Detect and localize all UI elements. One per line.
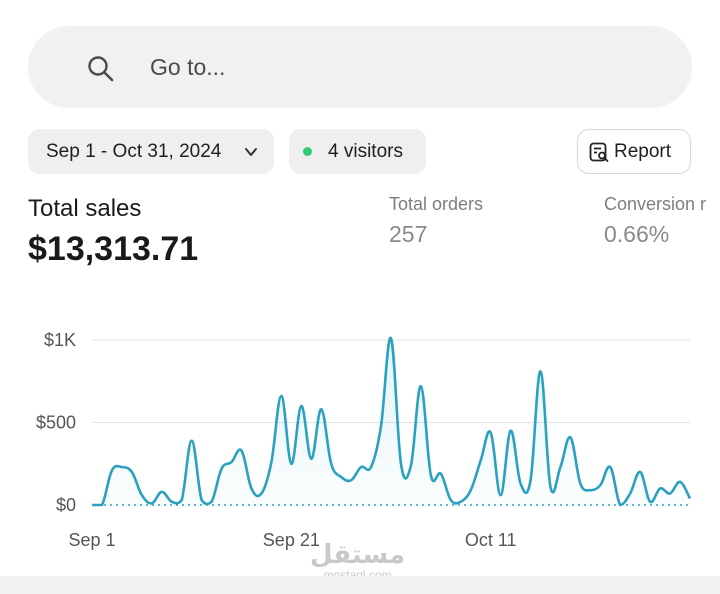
sales-area-fill [92,337,690,505]
total-sales-value: $13,313.71 [28,230,199,268]
chevron-down-icon [245,148,257,156]
report-icon [589,142,609,162]
report-button[interactable]: Report [577,129,691,174]
conversion-rate-label: Conversion r [604,194,707,214]
live-status-dot [303,147,312,156]
watermark-arabic: مستقل [310,539,406,569]
x-tick-label: Sep 1 [68,530,115,550]
sales-chart: $1K $500 $0 Sep 1 Sep 21 Oct 11 [36,330,692,550]
bottom-bar [0,576,720,594]
y-tick-label: $0 [56,495,76,515]
sales-line [91,337,692,507]
search-input[interactable] [150,46,650,88]
visitors-label: 4 visitors [328,140,403,162]
date-range-selector[interactable]: Sep 1 - Oct 31, 2024 [28,129,274,174]
total-orders-label: Total orders [389,194,484,214]
y-tick-label: $500 [36,413,76,433]
total-orders-value: 257 [389,221,428,247]
total-sales-label: Total sales [28,195,142,222]
date-range-label: Sep 1 - Oct 31, 2024 [46,140,222,162]
search-bar[interactable] [28,26,692,108]
x-tick-label: Sep 21 [263,530,320,550]
visitors-badge[interactable]: 4 visitors [289,129,426,174]
x-tick-label: Oct 11 [465,530,517,550]
conversion-rate-value: 0.66% [604,221,670,247]
y-tick-label: $1K [44,330,76,350]
search-icon [88,56,114,82]
report-label: Report [614,140,672,162]
